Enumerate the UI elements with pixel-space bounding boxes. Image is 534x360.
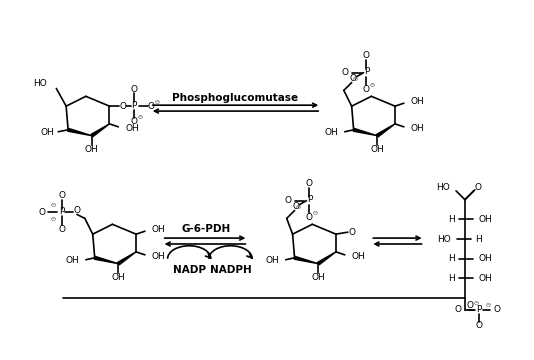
Text: HO: HO <box>33 79 46 88</box>
Text: H: H <box>449 215 455 224</box>
Text: OH: OH <box>125 124 139 133</box>
Text: O: O <box>292 202 299 211</box>
Text: O: O <box>38 208 45 217</box>
Text: Θ: Θ <box>154 100 159 105</box>
Text: P: P <box>364 67 369 76</box>
Text: O: O <box>349 74 356 83</box>
Text: Θ: Θ <box>473 301 478 306</box>
Text: O: O <box>475 321 482 330</box>
Text: OH: OH <box>85 145 99 154</box>
Text: Θ: Θ <box>370 83 375 88</box>
Text: Θ: Θ <box>313 211 318 216</box>
Text: Θ: Θ <box>486 302 491 307</box>
Text: Θ: Θ <box>296 205 301 210</box>
Text: O: O <box>348 228 355 237</box>
Text: O: O <box>131 117 138 126</box>
Polygon shape <box>354 129 378 136</box>
Text: P: P <box>307 195 312 204</box>
Text: NADP: NADP <box>172 265 206 275</box>
Text: Θ: Θ <box>51 217 56 222</box>
Polygon shape <box>91 124 109 137</box>
Text: NADPH: NADPH <box>210 265 252 275</box>
Text: HO: HO <box>437 235 451 244</box>
Polygon shape <box>117 252 136 265</box>
Text: OH: OH <box>324 128 338 137</box>
Text: OH: OH <box>352 252 365 261</box>
Polygon shape <box>294 256 318 264</box>
Text: O: O <box>74 206 81 215</box>
Text: H: H <box>475 235 482 244</box>
Text: O: O <box>474 183 481 192</box>
Text: H: H <box>449 254 455 263</box>
Text: O: O <box>306 213 313 222</box>
Text: O: O <box>455 306 462 315</box>
Text: Θ: Θ <box>51 203 56 208</box>
Text: OH: OH <box>41 128 54 137</box>
Text: OH: OH <box>411 124 425 133</box>
Text: G-6-PDH: G-6-PDH <box>182 224 231 234</box>
Polygon shape <box>317 252 336 265</box>
Text: O: O <box>493 306 500 315</box>
Polygon shape <box>68 129 92 136</box>
Text: P: P <box>476 306 481 315</box>
Text: Θ: Θ <box>137 116 143 121</box>
Text: OH: OH <box>478 274 492 283</box>
Text: OH: OH <box>152 225 166 234</box>
Text: OH: OH <box>411 97 425 106</box>
Text: Phosphoglucomutase: Phosphoglucomutase <box>172 93 299 103</box>
Polygon shape <box>376 124 395 137</box>
Text: P: P <box>131 101 137 110</box>
Text: HO: HO <box>436 183 450 192</box>
Text: O: O <box>466 301 473 310</box>
Text: O: O <box>59 225 66 234</box>
Text: O: O <box>363 51 370 60</box>
Text: OH: OH <box>65 256 79 265</box>
Text: O: O <box>147 102 154 111</box>
Text: O: O <box>363 85 370 94</box>
Text: OH: OH <box>478 254 492 263</box>
Text: O: O <box>131 85 138 94</box>
Text: O: O <box>120 102 127 111</box>
Text: OH: OH <box>265 256 279 265</box>
Text: O: O <box>342 68 349 77</box>
Polygon shape <box>95 256 119 264</box>
Text: OH: OH <box>478 215 492 224</box>
Text: OH: OH <box>371 145 384 154</box>
Text: H: H <box>449 274 455 283</box>
Text: O: O <box>285 196 292 205</box>
Text: P: P <box>59 207 65 216</box>
Text: OH: OH <box>112 273 125 282</box>
Text: Θ: Θ <box>353 77 358 82</box>
Text: OH: OH <box>152 252 166 261</box>
Text: O: O <box>59 191 66 200</box>
Text: OH: OH <box>311 273 325 282</box>
Text: O: O <box>306 179 313 188</box>
